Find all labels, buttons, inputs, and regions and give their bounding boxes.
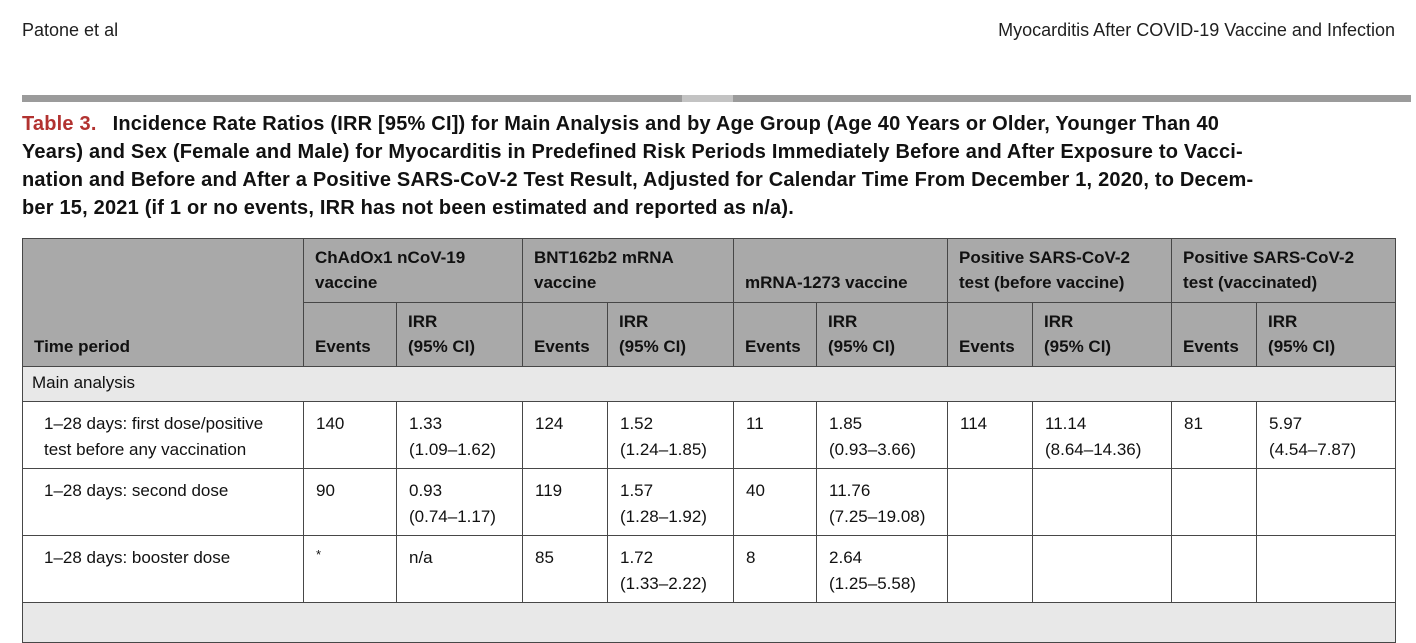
cell-positive-before-irr (1032, 535, 1173, 603)
table-row: 1–28 days: first dose/positive test befo… (22, 401, 1397, 469)
column-header-events: Events (1171, 302, 1258, 367)
cell-chadox1-irr: n/a (396, 535, 523, 603)
table-caption: Table 3. Incidence Rate Ratios (IRR [95% … (22, 110, 1395, 222)
cell-chadox1-events: 140 (303, 401, 397, 469)
section-header-row: Main analysis (21, 366, 1397, 402)
column-header-irr: IRR (95% CI) (816, 302, 949, 367)
table-row: 1–28 days: second dose 90 0.93 (0.74–1.17… (22, 468, 1397, 536)
cell-positive-vaccinated-events (1171, 468, 1258, 536)
next-section-cell (21, 602, 1397, 643)
column-header-events: Events (733, 302, 818, 367)
cell-positive-before-events (947, 468, 1034, 536)
row-label: 1–28 days: second dose (22, 468, 304, 536)
row-label: 1–28 days: first dose/positive test befo… (22, 401, 304, 469)
column-header-irr: IRR (95% CI) (1032, 302, 1173, 367)
caption-line: nation and Before and After a Positive S… (22, 169, 1254, 191)
column-header-time-period: Time period (22, 238, 304, 367)
section-label: Main analysis (21, 366, 1397, 402)
column-header-events: Events (522, 302, 608, 367)
table-row: 1–28 days: booster dose * n/a 85 1.72 (1.… (22, 535, 1397, 603)
cell-mrna1273-irr: 11.76 (7.25–19.08) (816, 468, 949, 536)
column-header-events: Events (947, 302, 1034, 367)
group-header-mrna1273: mRNA-1273 vaccine (733, 238, 949, 303)
running-head: Patone et al Myocarditis After COVID-19 … (22, 0, 1395, 41)
cell-chadox1-events: 90 (303, 468, 397, 536)
cell-positive-vaccinated-events: 81 (1171, 401, 1258, 469)
cell-chadox1-events: * (303, 535, 397, 603)
cell-mrna1273-irr: 2.64 (1.25–5.58) (816, 535, 949, 603)
column-header-irr: IRR (95% CI) (396, 302, 523, 367)
cell-chadox1-irr: 1.33 (1.09–1.62) (396, 401, 523, 469)
group-header-positive-before-vaccine: Positive SARS-CoV-2 test (before vaccine… (947, 238, 1173, 303)
cell-mrna1273-events: 40 (733, 468, 818, 536)
caption-line: Table 3. Incidence Rate Ratios (IRR [95% … (22, 110, 1395, 138)
column-header-irr: IRR (95% CI) (1256, 302, 1397, 367)
cell-mrna1273-events: 11 (733, 401, 818, 469)
running-head-title: Myocarditis After COVID-19 Vaccine and I… (998, 20, 1395, 40)
caption-table-number: Table 3. (22, 113, 97, 135)
row-label: 1–28 days: booster dose (22, 535, 304, 603)
column-header-irr: IRR (95% CI) (606, 302, 735, 367)
cell-bnt162b2-irr: 1.57 (1.28–1.92) (606, 468, 735, 536)
cell-bnt162b2-events: 85 (522, 535, 608, 603)
subheader-row: Events IRR (95% CI) Events IRR (95% CI) Ev… (23, 302, 1397, 367)
footnote-asterisk: * (316, 547, 322, 562)
cell-positive-before-irr: 11.14 (8.64–14.36) (1032, 401, 1173, 469)
section-rule (22, 95, 1411, 102)
cell-positive-vaccinated-irr (1256, 468, 1397, 536)
caption-text: Incidence Rate Ratios (IRR [95% CI]) for… (112, 113, 1220, 135)
cell-positive-before-irr (1032, 468, 1173, 536)
caption-line: ber 15, 2021 (if 1 or no events, IRR has… (22, 197, 794, 219)
table-head: Time period ChAdOx1 nCoV-19 vaccine BNT1… (22, 238, 1397, 367)
cell-bnt162b2-events: 119 (522, 468, 608, 536)
cell-positive-before-events: 114 (947, 401, 1034, 469)
cell-bnt162b2-irr: 1.52 (1.24–1.85) (606, 401, 735, 469)
group-header-row: Time period ChAdOx1 nCoV-19 vaccine BNT1… (22, 238, 1397, 367)
caption-line: Years) and Sex (Female and Male) for Myo… (22, 141, 1243, 163)
cell-positive-vaccinated-events (1171, 535, 1258, 603)
cell-bnt162b2-events: 124 (522, 401, 608, 469)
running-head-authors: Patone et al (22, 20, 119, 40)
irr-results-table: Time period ChAdOx1 nCoV-19 vaccine BNT1… (21, 238, 1397, 643)
cell-positive-vaccinated-irr (1256, 535, 1397, 603)
cell-positive-before-events (947, 535, 1034, 603)
group-header-positive-vaccinated: Positive SARS-CoV-2 test (vaccinated) (1171, 238, 1397, 303)
rule-column-gap (682, 95, 733, 102)
cell-mrna1273-irr: 1.85 (0.93–3.66) (816, 401, 949, 469)
group-header-chadox1: ChAdOx1 nCoV-19 vaccine (303, 238, 523, 303)
table-body: Main analysis 1–28 days: first dose/posi… (21, 366, 1397, 643)
cell-chadox1-irr: 0.93 (0.74–1.17) (396, 468, 523, 536)
cell-bnt162b2-irr: 1.72 (1.33–2.22) (606, 535, 735, 603)
cell-positive-vaccinated-irr: 5.97 (4.54–7.87) (1256, 401, 1397, 469)
next-section-row-clipped (21, 602, 1397, 643)
column-header-events: Events (303, 302, 397, 367)
cell-mrna1273-events: 8 (733, 535, 818, 603)
group-header-bnt162b2: BNT162b2 mRNA vaccine (521, 238, 735, 303)
